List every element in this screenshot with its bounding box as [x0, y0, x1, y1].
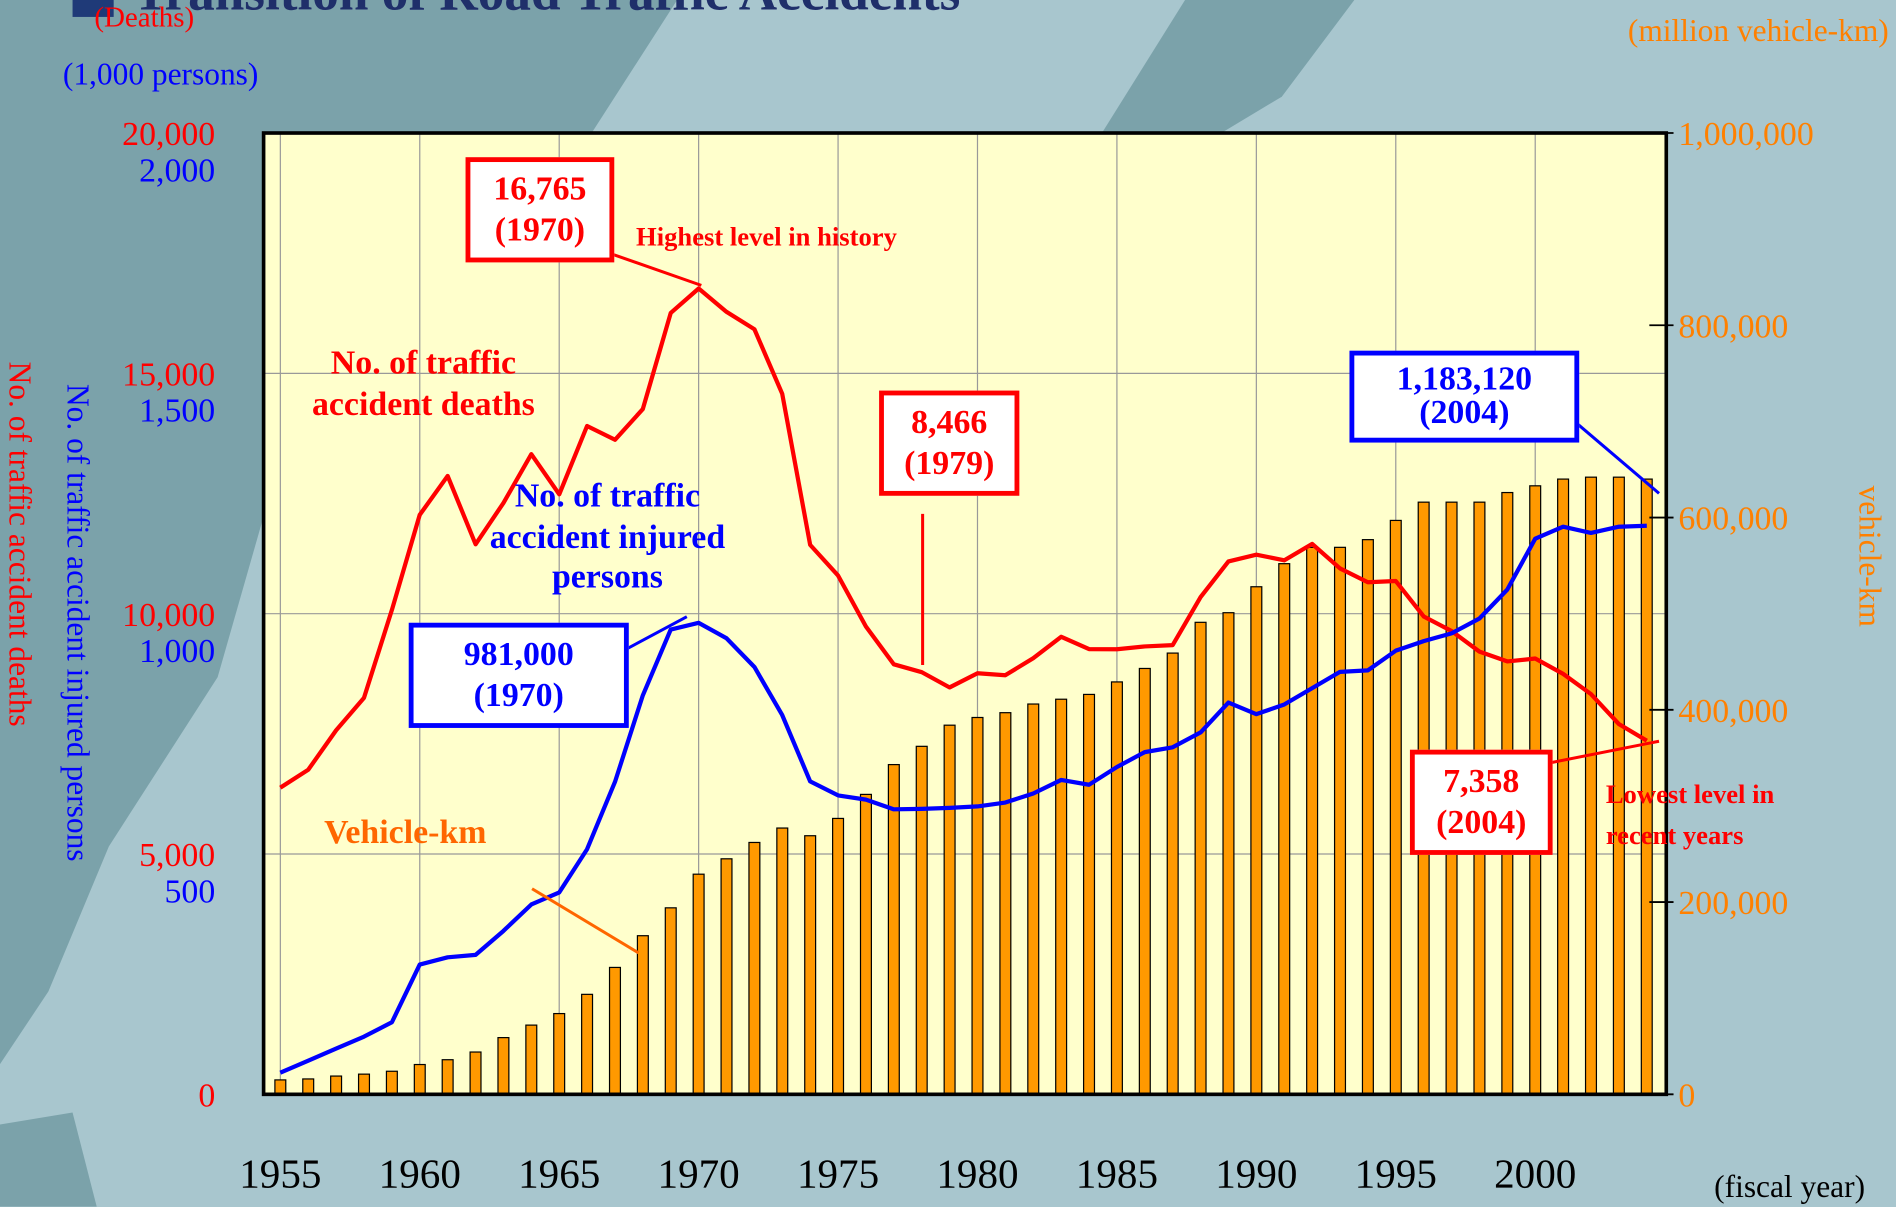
line	[279, 523, 1647, 1075]
bar	[302, 1078, 315, 1095]
y3-axis-title: No. of traffic accident injured persons	[61, 384, 96, 862]
bar	[441, 1059, 454, 1095]
x-tick-label: 1995	[1355, 1150, 1437, 1196]
x-tick-label: 2000	[1494, 1150, 1576, 1196]
bar	[1222, 612, 1235, 1095]
bar	[1166, 652, 1179, 1095]
arrow	[604, 250, 702, 287]
bar	[1027, 703, 1040, 1095]
callout: 7,358 (2004)	[1409, 749, 1553, 856]
bar	[497, 1037, 510, 1095]
y2-unit: (million vehicle-km)	[1628, 13, 1889, 48]
arrow	[1568, 416, 1661, 495]
y3-tick-label: 2,000	[139, 152, 215, 189]
bar	[1250, 586, 1263, 1095]
bar	[832, 817, 845, 1095]
bar	[330, 1075, 343, 1095]
y2-axis-title: vehicle-km	[1853, 486, 1888, 627]
x-tick-label: 1975	[797, 1150, 879, 1196]
callout: 1,183,120 (2004)	[1349, 350, 1580, 443]
x-tick-label: 1985	[1076, 1150, 1158, 1196]
arrow	[618, 615, 688, 655]
bar	[1055, 698, 1068, 1095]
callout: 16,765 (1970)	[465, 157, 615, 263]
y3-tick-label: 1,000	[139, 633, 215, 670]
bar	[720, 858, 733, 1095]
arrow	[1542, 739, 1660, 766]
y2-tick-label: 600,000	[1678, 501, 1788, 538]
bar	[581, 993, 594, 1095]
bar	[971, 716, 984, 1095]
bar	[553, 1012, 566, 1095]
plot-border	[261, 131, 1669, 1097]
bar	[1194, 621, 1207, 1095]
bar	[1361, 539, 1374, 1095]
x-axis-title: (fiscal year)	[1714, 1169, 1865, 1204]
bar	[748, 841, 761, 1095]
bar	[357, 1073, 371, 1095]
bar	[636, 935, 649, 1095]
y3-tick-label: 500	[164, 873, 215, 910]
bar	[1557, 478, 1570, 1095]
arrow	[531, 887, 640, 955]
title-icon	[72, 0, 114, 17]
bar	[525, 1024, 538, 1095]
bar	[413, 1063, 426, 1095]
series-label: Vehicle-km	[324, 813, 487, 852]
y-tick-label: 15,000	[122, 356, 215, 393]
bar	[804, 835, 817, 1095]
series-label: No. of traffic accident deaths	[311, 344, 535, 423]
x-tick-label: 1955	[239, 1150, 321, 1196]
bar	[887, 763, 900, 1095]
bar	[915, 745, 928, 1095]
y-unit: (Deaths)	[94, 2, 194, 34]
bar	[776, 827, 789, 1095]
x-tick-label: 1960	[379, 1150, 461, 1196]
y-axis-title: No. of traffic accident deaths	[3, 362, 38, 727]
bar	[608, 966, 622, 1095]
annotation: Lowest level in recent years	[1605, 778, 1775, 851]
annotation: Highest level in history	[636, 221, 897, 252]
bar	[664, 907, 677, 1095]
y2-tick-label: 0	[1678, 1077, 1695, 1114]
y2-tick-label: 400,000	[1678, 693, 1788, 730]
line	[279, 286, 1648, 790]
y-tick-label: 0	[198, 1077, 215, 1114]
bar	[274, 1079, 287, 1095]
bar	[1278, 563, 1291, 1095]
y2-tick-label: 200,000	[1678, 885, 1788, 922]
callout: 8,466 (1979)	[879, 390, 1020, 496]
y-tick-label: 10,000	[122, 597, 215, 634]
series-label: No. of traffic accident injured persons	[489, 477, 726, 597]
bar	[1306, 546, 1319, 1095]
y2-tick-label: 800,000	[1678, 308, 1788, 345]
y2-tick-label: 1,000,000	[1678, 116, 1813, 153]
bar	[943, 724, 956, 1095]
bar	[999, 712, 1012, 1095]
bar	[469, 1051, 482, 1095]
y3-unit: (1,000 persons)	[63, 57, 258, 92]
x-tick-label: 1980	[936, 1150, 1018, 1196]
y-tick-label: 20,000	[122, 116, 215, 153]
bar	[1110, 681, 1123, 1095]
chart-title: Transition of Road Traffic Accidents	[133, 0, 960, 22]
y-tick-label: 5,000	[139, 837, 215, 874]
bar	[1138, 667, 1151, 1095]
bar	[1389, 519, 1402, 1095]
x-tick-label: 1970	[658, 1150, 740, 1196]
y3-tick-label: 1,500	[139, 393, 215, 430]
bar	[1333, 546, 1347, 1095]
callout: 981,000 (1970)	[408, 622, 629, 729]
bar	[1584, 476, 1598, 1095]
bar	[692, 873, 705, 1095]
x-tick-label: 1965	[518, 1150, 600, 1196]
bar	[385, 1070, 398, 1095]
bar	[859, 793, 872, 1095]
bar	[1082, 693, 1096, 1095]
x-tick-label: 1990	[1215, 1150, 1297, 1196]
